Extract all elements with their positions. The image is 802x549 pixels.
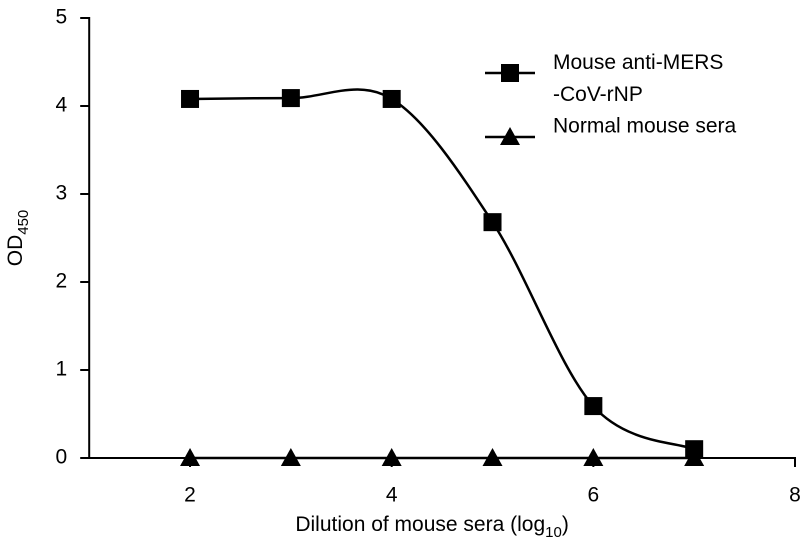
x-tick-label: 8 (789, 484, 801, 507)
legend-label: Normal mouse sera (553, 115, 737, 138)
y-axis-label: OD450 (4, 210, 33, 267)
marker (281, 89, 300, 108)
marker (684, 448, 705, 466)
y-tick-label: 0 (56, 446, 68, 469)
marker (180, 448, 201, 466)
y-tick-label: 2 (56, 270, 68, 293)
marker (181, 89, 200, 108)
x-axis-label-part: 10 (545, 524, 562, 541)
x-tick-label: 4 (386, 484, 398, 507)
legend-label: Mouse anti-MERS -CoV-rNP (553, 51, 723, 106)
marker (280, 448, 301, 466)
marker (500, 127, 520, 145)
y-axis-label-part: OD (4, 235, 27, 267)
y-tick-label: 1 (56, 358, 68, 381)
x-axis-label-part: Dilution of mouse sera (log (295, 513, 545, 536)
marker (501, 64, 519, 82)
x-axis-label: Dilution of mouse sera (log10) (295, 513, 568, 542)
marker (583, 448, 604, 466)
y-axis-label-part: 450 (15, 210, 32, 235)
marker (584, 397, 603, 416)
x-tick-label: 2 (184, 484, 196, 507)
series-line (190, 88, 695, 451)
x-tick-label: 6 (587, 484, 599, 507)
marker (381, 448, 402, 466)
marker (482, 448, 503, 466)
y-tick-label: 3 (56, 182, 68, 205)
y-tick-label: 4 (56, 94, 68, 117)
marker (483, 213, 502, 232)
y-tick-label: 5 (56, 6, 68, 29)
marker (382, 89, 401, 108)
x-axis-label-part: ) (562, 513, 569, 536)
